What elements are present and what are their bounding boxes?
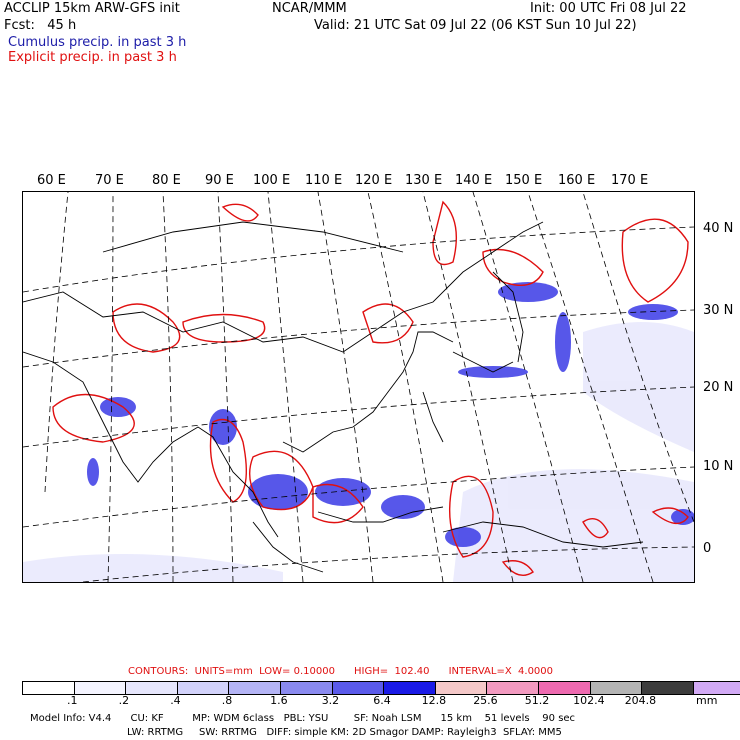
lon-label: 100 E: [253, 173, 291, 188]
colorbar-cell: [642, 682, 694, 694]
colorbar-cell: [538, 682, 591, 694]
colorbar-cell: [332, 682, 385, 694]
cumulus-legend: Cumulus precip. in past 3 h: [8, 35, 187, 50]
lat-label: 40 N: [703, 221, 734, 236]
colorbar-label: .8: [221, 694, 233, 707]
coastlines: [23, 221, 644, 573]
lon-label: 80 E: [152, 173, 181, 188]
colorbar-label: 12.8: [421, 694, 447, 707]
precipitation-map: [22, 191, 695, 583]
colorbar-unit: mm: [696, 694, 718, 707]
light-precip-area: [23, 322, 694, 582]
lon-label: 70 E: [95, 173, 124, 188]
colorbar-cell: [280, 682, 333, 694]
colorbar-cell: [384, 682, 436, 694]
colorbar-label: 3.2: [321, 694, 340, 707]
colorbar-label: 102.4: [573, 694, 605, 707]
colorbar-cell: [23, 682, 75, 694]
colorbar-label: .1: [67, 694, 78, 707]
colorbar-label: .4: [170, 694, 181, 707]
model-info-line: Model Info: V4.4 CU: KF MP: WDM 6class P…: [30, 713, 576, 724]
lon-label: 120 E: [355, 173, 393, 188]
explicit-precip: [52, 200, 689, 576]
colorbar-cell: [229, 682, 281, 694]
lat-label: 20 N: [703, 380, 734, 395]
init-time: Init: 00 UTC Fri 08 Jul 22: [530, 1, 687, 16]
colorbar-label: 25.6: [473, 694, 498, 707]
colorbar-label: .2: [118, 694, 130, 707]
colorbar-cell: [590, 682, 643, 694]
lat-label: 10 N: [703, 459, 734, 474]
lon-label: 160 E: [558, 173, 596, 188]
colorbar-cell: [435, 682, 488, 694]
colorbar-label: 204.8: [624, 694, 657, 707]
organization-label: NCAR/MMM: [272, 1, 347, 16]
lat-label: 0: [703, 541, 712, 556]
colorbar-label: 51.2: [524, 694, 550, 707]
lon-label: 150 E: [505, 173, 543, 188]
product-title: ACCLIP 15km ARW-GFS init: [4, 1, 180, 16]
graticule: [23, 192, 694, 582]
colorbar-cell: [126, 682, 178, 694]
explicit-legend: Explicit precip. in past 3 h: [8, 50, 177, 65]
map-drawing: [23, 192, 694, 582]
colorbar-cell: [74, 682, 127, 694]
lon-label: 130 E: [405, 173, 443, 188]
lon-label: 140 E: [455, 173, 493, 188]
colorbar-label: 6.4: [373, 694, 391, 707]
forecast-hour: Fcst: 45 h: [4, 18, 77, 33]
colorbar-label: 1.6: [270, 694, 288, 707]
lon-label: 60 E: [37, 173, 66, 188]
colorbar-cell: [177, 682, 230, 694]
precip-colorbar: [22, 681, 740, 695]
lon-label: 110 E: [305, 173, 343, 188]
lon-label: 170 E: [611, 173, 649, 188]
colorbar-cell: [487, 682, 539, 694]
physics-info-line: LW: RRTMG SW: RRTMG DIFF: simple KM: 2D …: [127, 727, 562, 738]
colorbar-cell: [693, 682, 740, 694]
lat-label: 30 N: [703, 303, 734, 318]
valid-time: Valid: 21 UTC Sat 09 Jul 22 (06 KST Sun …: [314, 18, 637, 33]
contours-info: CONTOURS: UNITS=mm LOW= 0.10000 HIGH= 10…: [128, 666, 554, 677]
lon-label: 90 E: [205, 173, 234, 188]
